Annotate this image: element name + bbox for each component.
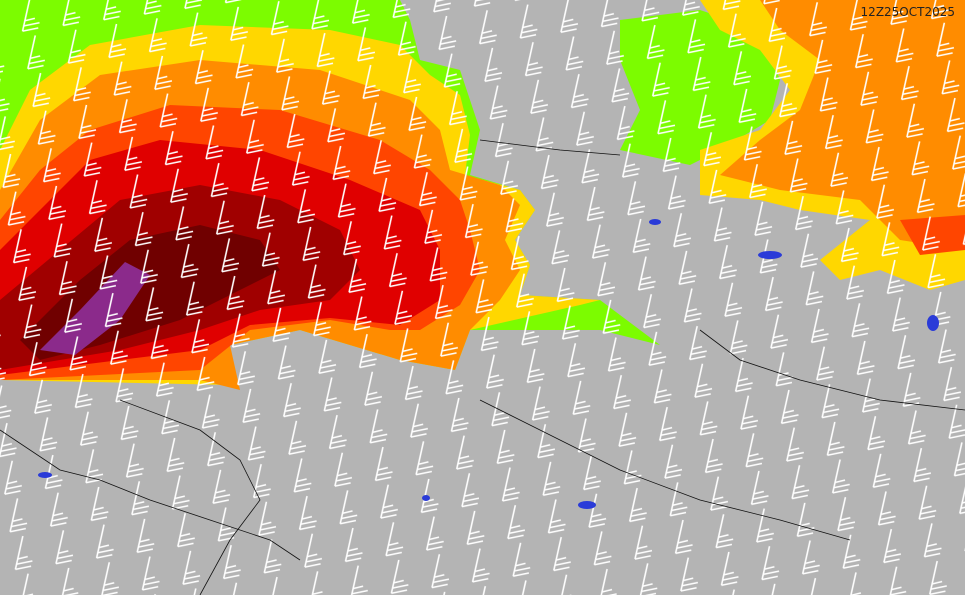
timestamp: 12Z25OCT2025 [861,5,955,19]
lakes [38,219,939,509]
borders [0,139,965,595]
